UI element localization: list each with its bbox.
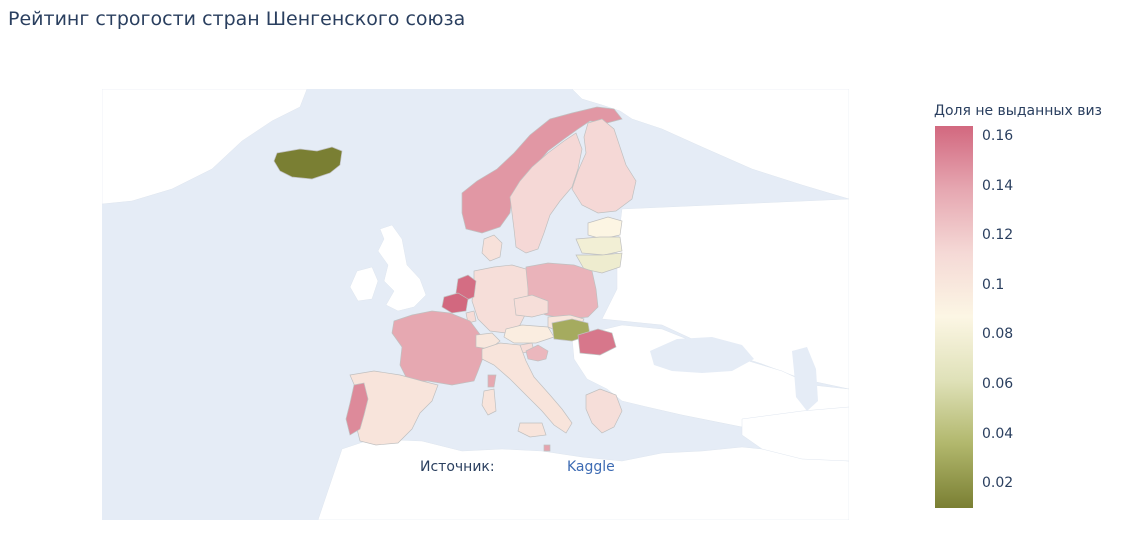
region-denmark[interactable] bbox=[481, 234, 503, 262]
colorbar-tick-label: 0.06 bbox=[982, 375, 1014, 392]
source-link[interactable]: Kaggle bbox=[567, 459, 615, 475]
background-land bbox=[102, 89, 849, 520]
colorbar-tick-label: 0.12 bbox=[982, 227, 1014, 244]
region-latvia[interactable] bbox=[575, 236, 623, 256]
region-belgium[interactable] bbox=[441, 292, 469, 314]
region-germany[interactable] bbox=[471, 264, 529, 334]
colorbar-gradient bbox=[935, 126, 973, 508]
region-malta[interactable] bbox=[543, 444, 551, 452]
chart-title: Рейтинг строгости стран Шенгенского союз… bbox=[8, 8, 466, 30]
regions-layer bbox=[273, 106, 637, 452]
map[interactable] bbox=[102, 89, 849, 520]
colorbar-tick-label: 0.02 bbox=[982, 475, 1014, 492]
region-czechia[interactable] bbox=[513, 294, 549, 318]
region-austria[interactable] bbox=[503, 324, 555, 344]
region-norway[interactable] bbox=[461, 106, 623, 234]
region-sweden[interactable] bbox=[509, 132, 583, 254]
region-corsica[interactable] bbox=[487, 374, 497, 388]
colorbar-tick-label: 0.16 bbox=[982, 127, 1014, 144]
region-france[interactable] bbox=[391, 310, 485, 386]
colorbar-tick-label: 0.04 bbox=[982, 425, 1014, 442]
inland-seas bbox=[502, 89, 818, 411]
region-romania[interactable] bbox=[577, 328, 617, 356]
region-finland[interactable] bbox=[571, 118, 637, 214]
region-greece[interactable] bbox=[585, 388, 623, 434]
colorbar-title: Доля не выданных виз bbox=[934, 103, 1102, 119]
region-sicily[interactable] bbox=[517, 422, 547, 438]
colorbar-tick-label: 0.08 bbox=[982, 326, 1014, 343]
region-iceland[interactable] bbox=[273, 146, 343, 180]
region-italy[interactable] bbox=[481, 342, 573, 434]
region-estonia[interactable] bbox=[587, 216, 623, 240]
region-sardinia[interactable] bbox=[481, 388, 497, 416]
region-portugal[interactable] bbox=[345, 382, 369, 436]
colorbar-tick-label: 0.14 bbox=[982, 177, 1014, 194]
colorbar-tick-label: 0.1 bbox=[982, 276, 1005, 293]
region-croatia[interactable] bbox=[525, 344, 549, 362]
map-svg bbox=[102, 89, 849, 520]
source-label: Источник: bbox=[420, 459, 495, 475]
